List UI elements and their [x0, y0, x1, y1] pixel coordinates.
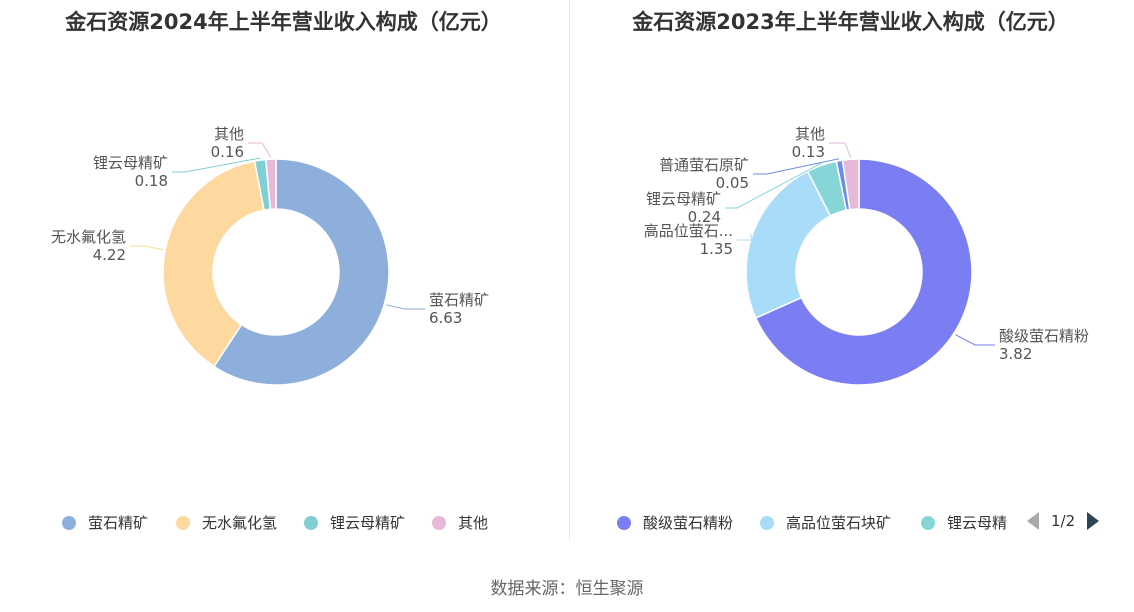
- slice-name-label: 萤石精矿: [429, 291, 489, 309]
- slice-value-label: 0.05: [716, 174, 749, 192]
- slice-value-label: 0.13: [792, 143, 825, 161]
- slice-value-label: 6.63: [429, 309, 462, 327]
- slice-value-label: 0.18: [135, 172, 168, 190]
- legend-item[interactable]: 其他: [432, 512, 488, 533]
- chart-title: 金石资源2024年上半年营业收入构成（亿元）: [65, 10, 502, 34]
- label-leader-line: [725, 163, 822, 209]
- label-leader-line: [386, 304, 425, 310]
- legend-label: 锂云母精矿: [330, 514, 406, 532]
- donut-slice[interactable]: [265, 158, 277, 211]
- label-leader-line: [955, 334, 995, 346]
- legend-label: 高品位萤石块矿: [786, 514, 892, 532]
- legend-label: 无水氟化氢: [202, 514, 278, 532]
- label-leader-line: [130, 245, 164, 251]
- legend-page-indicator: 1/2: [1051, 512, 1076, 530]
- legend-item[interactable]: 锂云母精: [921, 512, 1007, 533]
- legend-item[interactable]: 萤石精矿: [62, 512, 148, 533]
- slice-value-label: 3.82: [999, 345, 1032, 363]
- donut-slice[interactable]: [162, 160, 265, 368]
- legend-label: 锂云母精: [947, 514, 1008, 532]
- slice-name-label: 高品位萤石...: [644, 222, 733, 240]
- slice-name-label: 普通萤石原矿: [659, 156, 749, 174]
- label-leader-line: [829, 142, 852, 158]
- slice-value-label: 0.16: [211, 143, 244, 161]
- legend-pager: 1/2: [1027, 512, 1100, 530]
- slice-name-label: 其他: [795, 125, 825, 143]
- slice-name-label: 其他: [214, 125, 244, 143]
- next-page-icon[interactable]: [1087, 512, 1100, 530]
- legend-marker: [62, 515, 76, 530]
- slice-value-label: 1.35: [700, 240, 733, 258]
- legend-item[interactable]: 酸级萤石精粉: [617, 512, 733, 533]
- slice-value-label: 0.24: [688, 208, 721, 226]
- donut-slice[interactable]: [841, 158, 860, 211]
- legend-item[interactable]: 无水氟化氢: [176, 512, 277, 533]
- donut-slice[interactable]: [754, 158, 973, 386]
- data-source-note: 数据来源：恒生聚源: [490, 579, 644, 599]
- legend-marker: [304, 515, 318, 530]
- legend-label: 酸级萤石精粉: [643, 514, 734, 532]
- legend: 酸级萤石精粉 高品位萤石块矿 锂云母精 1/2: [567, 512, 1134, 538]
- legend-label: 萤石精矿: [88, 514, 149, 532]
- label-leader-line: [737, 233, 753, 241]
- slice-name-label: 锂云母精矿: [93, 154, 168, 172]
- slice-name-label: 酸级萤石精粉: [999, 327, 1089, 345]
- legend-marker: [760, 515, 774, 530]
- slice-name-label: 无水氟化氢: [51, 228, 126, 246]
- legend-label: 其他: [458, 514, 489, 532]
- legend-marker: [432, 515, 446, 530]
- label-leader-line: [753, 158, 840, 175]
- legend-marker: [176, 515, 190, 530]
- slice-value-label: 4.22: [93, 246, 126, 264]
- donut-slice[interactable]: [212, 158, 390, 386]
- legend-item[interactable]: 高品位萤石块矿: [760, 512, 891, 533]
- chart-panel-2024: 金石资源2024年上半年营业收入构成（亿元） 萤石精矿 6.63 无水氟化氢 4.22…: [0, 0, 567, 560]
- slice-name-label: 锂云母精矿: [646, 190, 721, 208]
- legend-marker: [921, 515, 935, 530]
- chart-title: 金石资源2023年上半年营业收入构成（亿元）: [632, 10, 1069, 34]
- legend: 萤石精矿 无水氟化氢 锂云母精矿 其他: [0, 512, 567, 538]
- legend-item[interactable]: 锂云母精矿: [304, 512, 405, 533]
- legend-marker: [617, 515, 631, 530]
- panel-divider: [569, 0, 570, 540]
- label-leader-line: [248, 142, 272, 158]
- donut-slice[interactable]: [745, 170, 832, 319]
- label-leader-line: [172, 157, 261, 173]
- chart-panel-2023: 金石资源2023年上半年营业收入构成（亿元） 酸级萤石精粉 3.82 高品位萤石..…: [567, 0, 1134, 560]
- previous-page-icon[interactable]: [1027, 512, 1039, 530]
